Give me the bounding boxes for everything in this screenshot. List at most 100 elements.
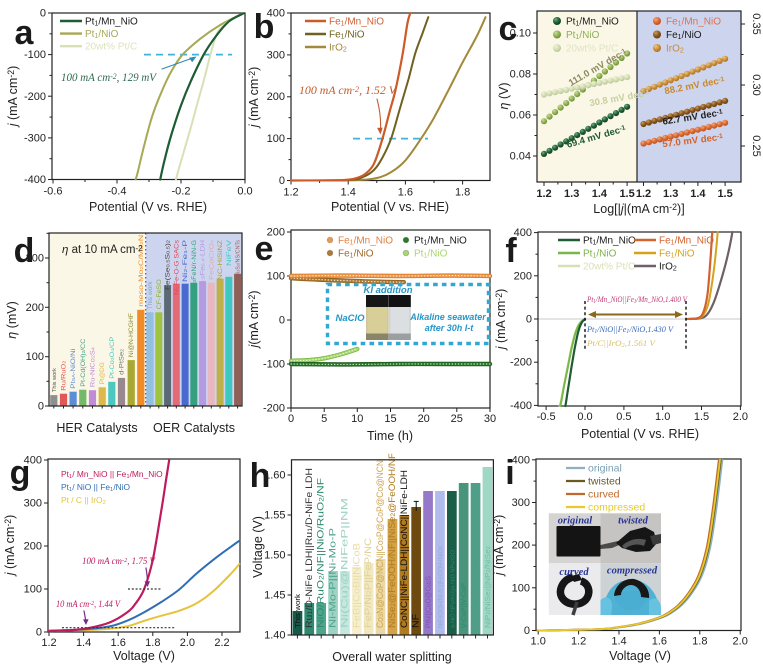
svg-text:Overall water splitting: Overall water splitting xyxy=(332,650,452,664)
svg-text:1.8: 1.8 xyxy=(692,636,707,648)
svg-text:100: 100 xyxy=(512,582,530,594)
svg-text:0.5: 0.5 xyxy=(616,411,631,423)
svg-text:compressed: compressed xyxy=(588,502,645,514)
svg-text:200: 200 xyxy=(267,227,285,239)
svg-text:NF: NF xyxy=(411,614,422,628)
svg-text:This work: This work xyxy=(52,368,58,392)
svg-text:compressed: compressed xyxy=(607,566,658,577)
svg-text:Pt1/ Mn_NiO || Fe1/Mn_NiO: Pt1/ Mn_NiO || Fe1/Mn_NiO xyxy=(61,469,163,480)
svg-text:1.0: 1.0 xyxy=(655,411,670,423)
svg-text:DR-Ni3FeN/r-NiN-G: DR-Ni3FeN/r-NiN-G xyxy=(191,240,198,302)
svg-text:Ru-NiCo2S4: Ru-NiCo2S4 xyxy=(90,347,97,387)
svg-text:0: 0 xyxy=(279,175,285,187)
svg-text:FeB||CoB||NiCoB: FeB||CoB||NiCoB xyxy=(351,543,362,628)
svg-text:2.2: 2.2 xyxy=(214,637,229,649)
svg-text:Voltage (V): Voltage (V) xyxy=(609,649,671,663)
svg-text:1.8: 1.8 xyxy=(145,637,160,649)
svg-text:d-PtSe2: d-PtSe2 xyxy=(119,348,126,374)
svg-text:Cr0.6Fe0.4-LDH: Cr0.6Fe0.4-LDH xyxy=(200,240,207,292)
svg-text:200: 200 xyxy=(512,540,530,552)
svg-text:200: 200 xyxy=(267,91,285,103)
svg-text:V-CoP||V-CoP: V-CoP||V-CoP xyxy=(459,583,468,628)
svg-text:0.04: 0.04 xyxy=(510,151,531,163)
svg-text:KI addition: KI addition xyxy=(363,285,412,296)
svg-text:Ni-Mo-P||Ni-Mo-P: Ni-Mo-P||Ni-Mo-P xyxy=(328,528,339,628)
svg-text:PtSA-NiO/Ni: PtSA-NiO/Ni xyxy=(70,348,77,389)
svg-text:300: 300 xyxy=(24,498,42,510)
svg-text:0: 0 xyxy=(38,401,44,413)
svg-text:100: 100 xyxy=(26,351,44,363)
svg-text:100 mA cm-2, 129 mV: 100 mA cm-2, 129 mV xyxy=(61,70,158,84)
svg-text:2.0: 2.0 xyxy=(180,637,195,649)
svg-text:1.4: 1.4 xyxy=(690,188,706,200)
svg-text:j (mA cm-2): j (mA cm-2) xyxy=(6,66,20,129)
svg-text:1.4: 1.4 xyxy=(76,637,91,649)
svg-text:NiFeOOH/Ni3S2||FeOOH+NiOx: NiFeOOH/Ni3S2||FeOOH+NiOx xyxy=(438,545,445,628)
svg-text:Pt1/NiO||Fe1/NiO,1.430 V: Pt1/NiO||Fe1/NiO,1.430 V xyxy=(586,324,675,335)
svg-text:0.08: 0.08 xyxy=(510,69,531,81)
svg-text:Fe1/Mn_NiO: Fe1/Mn_NiO xyxy=(329,17,384,28)
svg-text:Potential (V vs. RHE): Potential (V vs. RHE) xyxy=(331,200,449,214)
svg-text:Fe1/NiO: Fe1/NiO xyxy=(329,30,365,41)
svg-text:Co3N@CoP@NCN||Co3P@CoP@Co@NCN: Co3N@CoP@NCN||Co3P@CoP@Co@NCN xyxy=(375,460,386,628)
svg-text:1.4: 1.4 xyxy=(611,636,626,648)
svg-text:100: 100 xyxy=(267,271,285,283)
svg-text:-0.5: -0.5 xyxy=(537,411,556,423)
svg-text:a: a xyxy=(15,14,35,52)
svg-text:10 mA cm-2, 1.44 V: 10 mA cm-2, 1.44 V xyxy=(56,600,121,610)
svg-text:twisted: twisted xyxy=(618,516,649,527)
svg-text:200: 200 xyxy=(24,541,42,553)
svg-text:300: 300 xyxy=(267,49,285,61)
svg-text:100: 100 xyxy=(24,584,42,596)
svg-text:0.0: 0.0 xyxy=(237,186,252,198)
svg-text:W-Mo-NiCoP/NF||W-Mo-NiCoP/NF: W-Mo-NiCoP/NF||W-Mo-NiCoP/NF xyxy=(474,545,480,628)
svg-text:NC-HiSiNZ: NC-HiSiNZ xyxy=(217,240,224,280)
svg-text:IrO2: IrO2 xyxy=(659,262,677,273)
svg-text:e: e xyxy=(255,230,274,268)
svg-text:Pt1/Mn_NiO: Pt1/Mn_NiO xyxy=(566,17,619,28)
svg-text:This work: This work xyxy=(293,594,302,628)
svg-text:2.0: 2.0 xyxy=(733,411,748,423)
svg-text:IrO2: IrO2 xyxy=(329,43,347,54)
svg-text:0.06: 0.06 xyxy=(510,110,531,122)
svg-text:1.6: 1.6 xyxy=(398,187,413,199)
svg-text:0: 0 xyxy=(288,413,294,425)
svg-text:1.8: 1.8 xyxy=(455,187,470,199)
svg-text:Fe1/Mn_NiO: Fe1/Mn_NiO xyxy=(338,236,393,247)
svg-text:Voltage (V): Voltage (V) xyxy=(113,649,175,663)
svg-text:-200: -200 xyxy=(510,357,532,369)
svg-text:1.6: 1.6 xyxy=(652,636,667,648)
svg-text:0.0: 0.0 xyxy=(577,411,592,423)
svg-text:20wt% Pt/C: 20wt% Pt/C xyxy=(85,42,137,53)
svg-text:Alkaline seawater: Alkaline seawater xyxy=(409,312,486,322)
svg-text:Fe-doped Ni3S2/NS/CNTs: Fe-doped Ni3S2/NS/CNTs xyxy=(236,240,242,302)
svg-text:Fe1/NiO: Fe1/NiO xyxy=(659,249,695,260)
svg-text:1.3: 1.3 xyxy=(564,188,579,200)
svg-text:meso-Mo2C/Mo2N: meso-Mo2C/Mo2N xyxy=(138,234,145,306)
svg-text:1.2: 1.2 xyxy=(41,637,56,649)
svg-text:200: 200 xyxy=(514,270,532,282)
svg-text:Ru/RuO2: Ru/RuO2 xyxy=(61,360,68,390)
svg-text:0: 0 xyxy=(40,8,46,20)
svg-text:-400: -400 xyxy=(24,174,46,186)
svg-text:j (mA cm-2): j (mA cm-2) xyxy=(247,67,261,130)
svg-text:1.55: 1.55 xyxy=(264,510,285,522)
svg-text:1.50: 1.50 xyxy=(264,550,285,562)
svg-text:1.6: 1.6 xyxy=(111,637,126,649)
svg-text:This work: This work xyxy=(148,281,154,309)
svg-text:Time (h): Time (h) xyxy=(367,429,413,443)
svg-text:h: h xyxy=(250,457,271,495)
svg-text:0.30: 0.30 xyxy=(750,74,762,95)
svg-text:NiSe2@FeOOH/NF||NiSe2@FeOOH/NF: NiSe2@FeOOH/NF||NiSe2@FeOOH/NF xyxy=(387,453,398,628)
svg-text:Pt1/Mn_NiO||Fe1/Mn_NiO,1.400 V: Pt1/Mn_NiO||Fe1/Mn_NiO,1.400 V xyxy=(586,294,688,305)
svg-text:after 30h I-t: after 30h I-t xyxy=(425,323,475,333)
svg-text:Pt1/NiO: Pt1/NiO xyxy=(583,249,617,260)
svg-text:d: d xyxy=(14,232,35,270)
svg-text:1.2: 1.2 xyxy=(283,187,298,199)
svg-text:15: 15 xyxy=(384,413,396,425)
svg-text:1.5: 1.5 xyxy=(717,188,732,200)
svg-text:Pt-Cd(OH)2/CC: Pt-Cd(OH)2/CC xyxy=(80,338,87,386)
svg-text:NiFeV: NiFeV xyxy=(226,239,233,266)
svg-text:1.5: 1.5 xyxy=(694,411,709,423)
svg-text:1.40: 1.40 xyxy=(264,630,285,642)
